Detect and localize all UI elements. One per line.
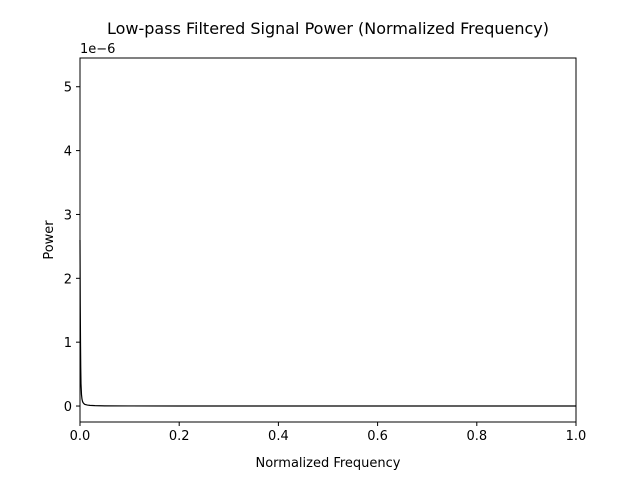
y-tick-label: 1 — [64, 336, 72, 351]
y-tick-label: 4 — [64, 145, 72, 160]
y-tick-label: 0 — [64, 400, 72, 415]
x-tick-label: 0.2 — [169, 429, 190, 444]
y-tick-label: 3 — [64, 208, 72, 223]
y-offset-label: 1e−6 — [80, 42, 115, 57]
x-ticks: 0.0 0.2 0.4 0.6 0.8 1.0 — [70, 422, 587, 444]
x-axis-label: Normalized Frequency — [255, 456, 400, 471]
plot-frame — [79, 57, 577, 423]
x-tick-label: 1.0 — [566, 429, 587, 444]
chart-title: Low-pass Filtered Signal Power (Normaliz… — [107, 19, 549, 38]
x-tick-label: 0.4 — [268, 429, 289, 444]
series-line-power — [79, 239, 576, 407]
x-tick-label: 0.6 — [367, 429, 388, 444]
y-tick-label: 2 — [64, 272, 72, 287]
y-ticks: 0 1 2 3 4 5 — [64, 81, 80, 415]
y-axis-label: Power — [42, 220, 57, 260]
x-tick-label: 0.8 — [466, 429, 487, 444]
y-tick-label: 5 — [64, 81, 72, 96]
series-layer — [79, 239, 576, 407]
x-tick-label: 0.0 — [70, 429, 91, 444]
